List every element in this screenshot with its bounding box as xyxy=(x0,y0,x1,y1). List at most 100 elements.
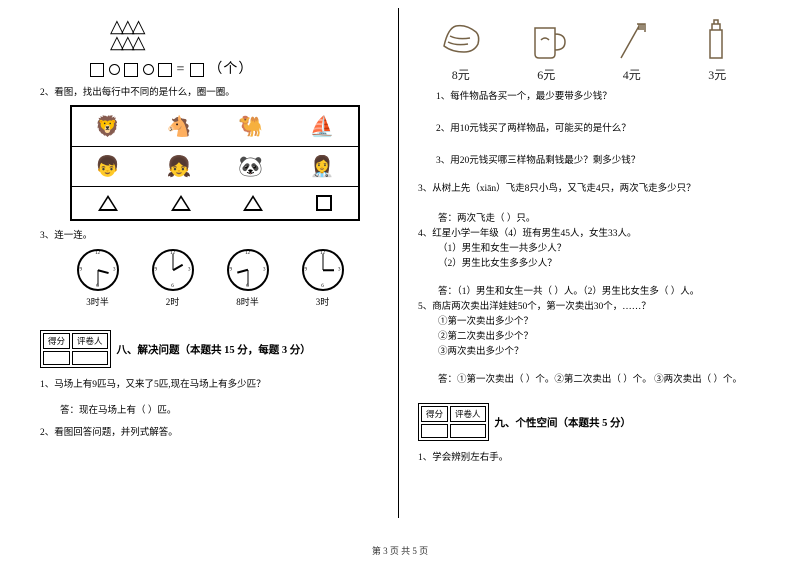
horse-icon: 🐴 xyxy=(167,114,192,139)
ship-icon: ⛵ xyxy=(310,114,335,139)
clock-label: 3时半 xyxy=(77,295,119,308)
q4-1: （1）男生和女生一共多少人？ xyxy=(438,242,760,256)
buy-q3: 3、用20元钱买哪三样物品剩钱最少？剩多少钱？ xyxy=(436,154,760,168)
circle-icon xyxy=(109,64,120,75)
score-cell: 得分 xyxy=(43,333,70,349)
problem-1-answer: 答：现在马场上有（ ）匹。 xyxy=(60,402,382,416)
triangle-icon xyxy=(171,195,191,211)
item-cup: 6元 xyxy=(521,16,571,83)
picture-grid: 🦁 🐴 🐫 ⛵ 👦 👧 🐼 👩‍⚕️ xyxy=(70,105,360,221)
toothbrush-icon xyxy=(607,16,657,64)
score-cell xyxy=(450,424,486,438)
score-cell: 得分 xyxy=(421,406,448,422)
hour-hand xyxy=(323,269,334,271)
item-toothbrush: 4元 xyxy=(607,16,657,83)
square-icon xyxy=(316,195,332,211)
left-column: △△△ △△△ = （个） 2、看图，找出每行中不同的是什么，圈一圈。 🦁 🐴 … xyxy=(40,10,400,465)
tri-row-2: △△△ xyxy=(110,34,382,50)
triangle-icon xyxy=(243,195,263,211)
q5-1: ①第一次卖出多少个？ xyxy=(438,315,760,329)
clock-face: 12 3 6 9 xyxy=(302,249,344,291)
item-price: 8元 xyxy=(436,66,486,83)
q3-answer: 答：两次飞走（ ）只。 xyxy=(438,212,760,226)
triangle-stack: △△△ △△△ xyxy=(110,18,382,50)
items-row: 8元 6元 4元 3元 xyxy=(418,16,760,83)
q5-2: ②第二次卖出多少个？ xyxy=(438,330,760,344)
minute-hand xyxy=(247,270,248,286)
problem-1: 1、马场上有9匹马，又来了5匹,现在马场上有多少匹？ xyxy=(40,378,382,392)
q3-text: 3、连一连。 xyxy=(40,229,382,243)
minute-hand xyxy=(322,254,323,270)
q2-text: 2、看图，找出每行中不同的是什么，圈一圈。 xyxy=(40,86,382,100)
circle-icon xyxy=(143,64,154,75)
item-price: 3元 xyxy=(692,66,742,83)
grid-row-3 xyxy=(72,187,358,219)
buy-q1: 1、每件物品各买一个，最少要带多少钱？ xyxy=(436,90,760,104)
clock-face: 12 3 6 9 xyxy=(227,249,269,291)
box-icon xyxy=(190,63,204,77)
cup-icon xyxy=(521,16,571,64)
item-price: 4元 xyxy=(607,66,657,83)
box-icon xyxy=(158,63,172,77)
section-9-title: 九、个性空间（本题共 5 分） xyxy=(495,415,632,430)
equation-line: = （个） xyxy=(90,58,382,78)
grid-row-2: 👦 👧 🐼 👩‍⚕️ xyxy=(72,147,358,187)
q5-3: ③两次卖出多少个？ xyxy=(438,345,760,359)
box-icon xyxy=(90,63,104,77)
clock-face: 12 3 6 9 xyxy=(152,249,194,291)
panda-icon: 🐼 xyxy=(238,154,263,179)
score-cell xyxy=(421,424,448,438)
hour-hand xyxy=(237,269,248,273)
camel-icon: 🐫 xyxy=(238,114,263,139)
tri-row-1: △△△ xyxy=(110,18,382,34)
triangle-icon xyxy=(98,195,118,211)
clock-unit: 12 3 6 9 3时半 xyxy=(77,249,119,308)
q4-text: 4、红星小学一年级（4）班有男生45人，女生33人。 xyxy=(418,227,760,241)
minute-hand xyxy=(172,254,173,270)
clock-tick: 9 xyxy=(305,268,308,273)
clock-label: 2时 xyxy=(152,295,194,308)
score-cell: 评卷人 xyxy=(450,406,486,422)
clock-label: 8时半 xyxy=(227,295,269,308)
q3-text: 3、从树上先（xiān）飞走8只小鸟，又飞走4只，两次飞走多少只？ xyxy=(418,182,760,196)
buy-q2: 2、用10元钱买了两样物品，可能买的是什么？ xyxy=(436,122,760,136)
equation-unit: （个） xyxy=(208,62,253,77)
clock-tick: 12 xyxy=(245,251,250,256)
boy-icon: 👦 xyxy=(95,154,120,179)
q5-answer: 答：①第一次卖出（ ）个。②第二次卖出（ ）个。 ③两次卖出（ ）个。 xyxy=(438,373,760,387)
clock-tick: 3 xyxy=(338,268,341,273)
clock-face: 12 3 6 9 xyxy=(77,249,119,291)
towel-icon xyxy=(436,16,486,64)
clock-label: 3时 xyxy=(302,295,344,308)
score-cell xyxy=(72,351,108,365)
grid-row-1: 🦁 🐴 🐫 ⛵ xyxy=(72,107,358,147)
nurse-icon: 👩‍⚕️ xyxy=(310,154,335,179)
item-price: 6元 xyxy=(521,66,571,83)
score-cell xyxy=(43,351,70,365)
clock-tick: 9 xyxy=(80,268,83,273)
q4-2: （2）男生比女生多多少人？ xyxy=(438,257,760,271)
clock-tick: 3 xyxy=(263,268,266,273)
clock-tick: 12 xyxy=(95,251,100,256)
item-towel: 8元 xyxy=(436,16,486,83)
clock-tick: 6 xyxy=(171,284,174,289)
score-table: 得分评卷人 xyxy=(40,330,111,368)
clock-unit: 12 3 6 9 8时半 xyxy=(227,249,269,308)
score-block: 得分评卷人 九、个性空间（本题共 5 分） xyxy=(418,403,760,441)
page-footer: 第 3 页 共 5 页 xyxy=(372,544,428,557)
q4-answer: 答：（1）男生和女生一共（ ）人。（2）男生比女生多（ ）人。 xyxy=(438,285,760,299)
clock-row: 12 3 6 9 3时半 12 3 6 9 2时 xyxy=(60,249,360,308)
clock-tick: 9 xyxy=(230,268,233,273)
score-block: 得分评卷人 八、解决问题（本题共 15 分，每题 3 分） xyxy=(40,330,382,368)
hour-hand xyxy=(172,264,182,271)
clock-tick: 3 xyxy=(188,268,191,273)
sec9-p1: 1、学会辨别左右手。 xyxy=(418,451,760,465)
clock-unit: 12 3 6 9 2时 xyxy=(152,249,194,308)
section-8-title: 八、解决问题（本题共 15 分，每题 3 分） xyxy=(117,342,311,357)
minute-hand xyxy=(97,270,98,286)
score-cell: 评卷人 xyxy=(72,333,108,349)
lion-icon: 🦁 xyxy=(95,114,120,139)
hour-hand xyxy=(97,269,108,273)
clock-unit: 12 3 6 9 3时 xyxy=(302,249,344,308)
problem-2: 2、看图回答问题，并列式解答。 xyxy=(40,426,382,440)
